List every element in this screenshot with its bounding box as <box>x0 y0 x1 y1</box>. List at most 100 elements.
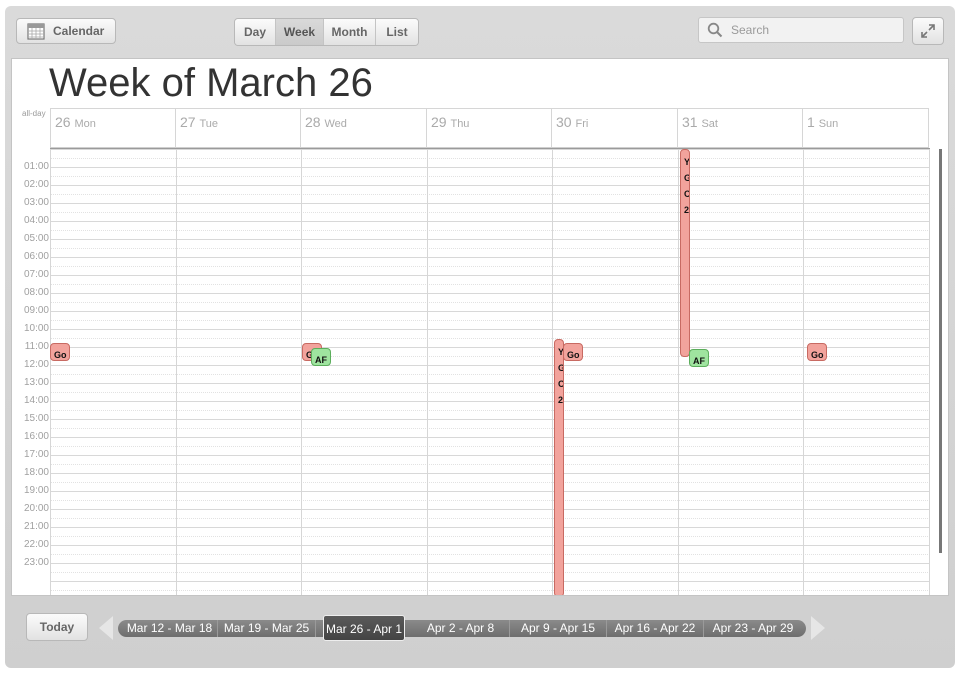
day-name: Thu <box>450 118 470 130</box>
hour-line <box>50 545 930 546</box>
calendar-button-label: Calendar <box>53 24 105 38</box>
half-hour-line <box>50 536 930 537</box>
vertical-scrollbar[interactable] <box>939 149 942 553</box>
view-day-button[interactable]: Day <box>235 19 276 45</box>
day-header-sat[interactable]: 31 Sat <box>678 108 803 148</box>
half-hour-line <box>50 320 930 321</box>
half-hour-line <box>50 284 930 285</box>
calendar-icon <box>27 23 45 40</box>
day-column-line <box>929 149 930 595</box>
day-header-fri[interactable]: 30 Fri <box>552 108 678 148</box>
hour-label: 14:00 <box>23 395 49 406</box>
hour-label: 10:00 <box>23 323 49 334</box>
event-sat-af[interactable]: AF <box>689 349 709 367</box>
hour-label: 22:00 <box>23 539 49 550</box>
hour-line <box>50 329 930 330</box>
header-divider <box>50 148 930 149</box>
calendar-button[interactable]: Calendar <box>16 18 116 44</box>
hour-line <box>50 455 930 456</box>
hour-label: 09:00 <box>23 305 49 316</box>
day-number: 1 <box>807 114 815 130</box>
view-month-button[interactable]: Month <box>324 19 376 45</box>
half-hour-line <box>50 230 930 231</box>
day-column-line <box>50 149 51 595</box>
fullscreen-button[interactable] <box>912 17 944 45</box>
previous-arrow-icon[interactable] <box>99 616 113 640</box>
half-hour-line <box>50 428 930 429</box>
day-header-mon[interactable]: 26 Mon <box>50 108 176 148</box>
week-range-bar <box>118 620 806 637</box>
day-header-wed[interactable]: 28 Wed <box>301 108 427 148</box>
half-hour-line <box>50 392 930 393</box>
hour-line <box>50 383 930 384</box>
hour-label: 08:00 <box>23 287 49 298</box>
day-name: Sun <box>818 118 839 130</box>
day-column-line <box>678 149 679 595</box>
hour-line <box>50 257 930 258</box>
day-name: Sat <box>701 118 718 130</box>
hour-label: 02:00 <box>23 179 49 190</box>
view-week-button[interactable]: Week <box>276 19 324 45</box>
range-item[interactable]: Mar 19 - Mar 25 <box>218 620 316 637</box>
hour-line <box>50 167 930 168</box>
half-hour-line <box>50 572 930 573</box>
hour-line <box>50 347 930 348</box>
event-mon-go[interactable]: Go <box>50 343 70 361</box>
page-title: Week of March 26 <box>49 61 373 105</box>
range-item[interactable]: Apr 23 - Apr 29 <box>712 621 794 635</box>
half-hour-line <box>50 356 930 357</box>
day-number: 30 <box>556 114 572 130</box>
hour-line <box>50 203 930 204</box>
hour-line <box>50 563 930 564</box>
hour-label: 01:00 <box>23 161 49 172</box>
hour-line <box>50 149 930 150</box>
hour-label: 05:00 <box>23 233 49 244</box>
range-item-active[interactable]: Mar 26 - Apr 1 <box>323 615 405 641</box>
expand-icon <box>921 24 935 38</box>
event-sat-long[interactable]: Y G C 2 <box>680 149 690 357</box>
hour-line <box>50 581 930 582</box>
hour-label: 12:00 <box>23 359 49 370</box>
event-label: Go <box>54 350 67 360</box>
search-icon <box>707 22 723 38</box>
range-item[interactable]: Apr 9 - Apr 15 <box>510 620 607 637</box>
hour-line <box>50 419 930 420</box>
today-button[interactable]: Today <box>26 613 88 641</box>
time-grid[interactable] <box>50 149 930 595</box>
event-text-line: G <box>684 170 689 186</box>
half-hour-line <box>50 482 930 483</box>
half-hour-line <box>50 590 930 591</box>
next-arrow-icon[interactable] <box>811 616 825 640</box>
calendar-panel: Week of March 26 all-day 26 Mon 27 Tue 2… <box>11 58 949 596</box>
event-label: Go <box>811 350 824 360</box>
range-item[interactable]: Apr 2 - Apr 8 <box>412 620 510 637</box>
day-name: Mon <box>74 118 96 130</box>
day-header-thu[interactable]: 29 Thu <box>427 108 552 148</box>
hour-line <box>50 509 930 510</box>
hour-label: 21:00 <box>23 521 49 532</box>
hour-line <box>50 437 930 438</box>
range-item[interactable]: Mar 12 - Mar 18 <box>122 620 218 637</box>
hour-line <box>50 293 930 294</box>
hour-label: 16:00 <box>23 431 49 442</box>
hour-label: 23:00 <box>23 557 49 568</box>
hour-label: 13:00 <box>23 377 49 388</box>
day-column-line <box>803 149 804 595</box>
day-header-sun[interactable]: 1 Sun <box>803 108 929 148</box>
search-input[interactable] <box>729 22 903 38</box>
day-column-line <box>427 149 428 595</box>
event-sun-go[interactable]: Go <box>807 343 827 361</box>
half-hour-line <box>50 500 930 501</box>
hour-line <box>50 527 930 528</box>
hour-label: 20:00 <box>23 503 49 514</box>
hour-line <box>50 239 930 240</box>
half-hour-line <box>50 554 930 555</box>
day-header-tue[interactable]: 27 Tue <box>176 108 301 148</box>
event-text-line: C <box>684 189 690 199</box>
half-hour-line <box>50 518 930 519</box>
event-fri-go[interactable]: Go <box>563 343 583 361</box>
view-list-button[interactable]: List <box>376 19 418 45</box>
event-wed-af[interactable]: AF <box>311 348 331 366</box>
event-fri-long[interactable]: Y G C 2 <box>554 339 564 595</box>
range-item[interactable]: Apr 16 - Apr 22 <box>607 620 704 637</box>
